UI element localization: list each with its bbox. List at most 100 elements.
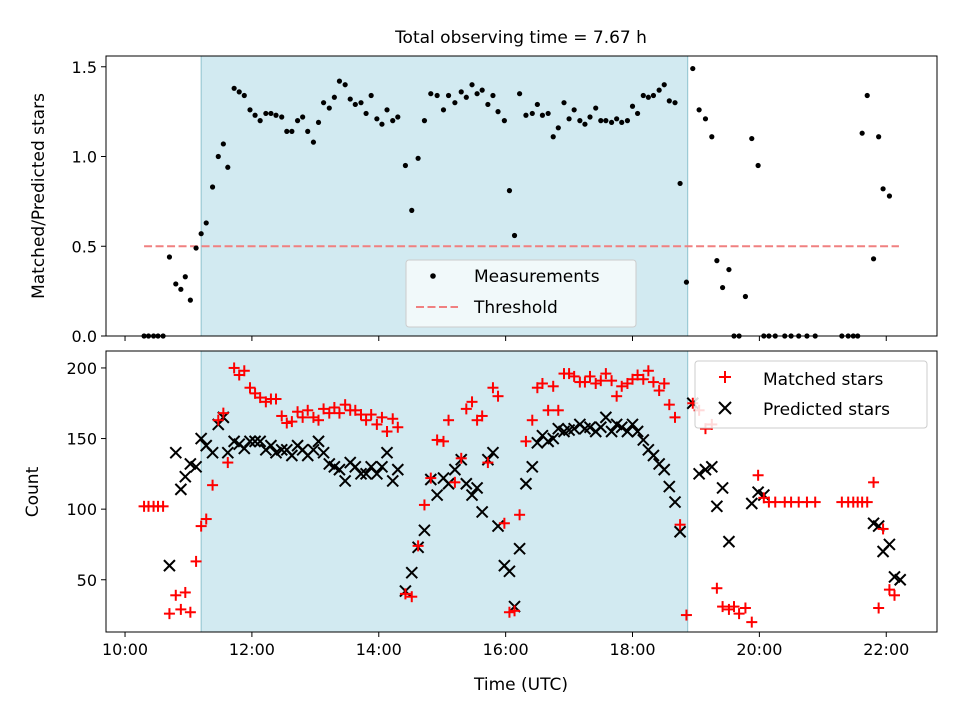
matched-star-point (663, 399, 675, 411)
predicted-star-point (194, 432, 208, 445)
matched-star-point (179, 586, 191, 598)
matched-star-point (412, 540, 424, 552)
predicted-star-point (405, 566, 418, 579)
predicted-star-point (692, 467, 706, 481)
matched-star-point (509, 605, 521, 617)
legend-measurements-marker (430, 273, 436, 279)
matched-star-point (455, 452, 467, 464)
measurement-point (374, 116, 380, 122)
predicted-star-point (375, 460, 389, 473)
predicted-star-point (179, 470, 192, 483)
measurement-point (363, 110, 369, 117)
measurement-point (289, 128, 295, 134)
x-tick-label: 10:00 (102, 640, 148, 659)
matched-star-point (466, 396, 478, 408)
measurement-point (709, 134, 715, 140)
top-x-ticks (124, 336, 887, 341)
matched-star-point (503, 606, 515, 618)
predicted-star-point (658, 463, 671, 476)
matched-star-point (606, 375, 618, 387)
matched-star-point (653, 385, 665, 397)
matched-star-point (381, 425, 393, 437)
measurement-point (634, 110, 641, 117)
measurement-point (666, 98, 672, 104)
measurement-point (331, 94, 337, 100)
predicted-star-point (547, 432, 560, 445)
predicted-star-point (673, 525, 687, 538)
measurement-point (368, 92, 374, 99)
matched-star-point (460, 403, 472, 415)
measurement-point (252, 112, 258, 118)
measurement-point (571, 107, 577, 113)
matched-star-point (339, 399, 351, 411)
measurement-point (608, 119, 615, 126)
measurement-point (182, 274, 188, 280)
matched-star-point (376, 411, 388, 423)
predicted-star-point (359, 467, 373, 481)
measurement-point (395, 114, 401, 120)
x-tick-label: 16:00 (483, 640, 529, 659)
measurement-points (141, 65, 893, 339)
bottom-y-ticks: 50 100 150 200 (66, 359, 106, 590)
measurement-point (755, 162, 761, 169)
bottom-axes-frame (105, 350, 938, 633)
matched-star-point (157, 500, 169, 512)
predicted-star-point (333, 463, 346, 476)
matched-star-point (883, 584, 895, 596)
measurement-point (485, 101, 491, 108)
matched-star-point (674, 519, 686, 531)
matched-star-point (418, 499, 430, 511)
measurement-point (598, 118, 604, 124)
measurement-point (661, 82, 667, 88)
predicted-star-point (248, 435, 262, 448)
measurement-point (452, 100, 458, 106)
bottom-x-ticks: 10:00 12:00 14:00 16:00 18:00 20:00 22:00 (102, 632, 909, 659)
top-y-axis-label: Matched/Predicted stars (29, 93, 49, 299)
matched-star-point (387, 413, 399, 425)
measurement-point (539, 112, 546, 118)
top-axes-frame (105, 55, 938, 337)
measurement-point (516, 91, 523, 97)
predicted-star-point (338, 474, 352, 488)
matched-star-point (647, 376, 659, 388)
measurement-point (225, 164, 231, 170)
matched-star-point (333, 407, 345, 419)
y-tick-label: 150 (66, 430, 97, 449)
matched-star-point (711, 582, 723, 594)
predicted-star-point (285, 449, 299, 462)
matched-star-point (861, 496, 873, 508)
predicted-star-point (503, 565, 516, 578)
matched-star-point (276, 410, 288, 422)
measurement-point (619, 119, 625, 126)
predicted-star-point (275, 443, 288, 457)
predicted-star-point (631, 425, 644, 438)
measurement-point (490, 92, 496, 99)
measurement-point (714, 258, 720, 264)
measurement-point (656, 87, 662, 93)
measurement-point (209, 184, 216, 190)
measurement-point (566, 116, 572, 122)
predicted-star-point (594, 421, 608, 434)
matched-star-point (244, 382, 256, 394)
predicted-star-point (312, 435, 325, 448)
measurement-point (593, 105, 599, 111)
matched-star-point (170, 589, 182, 601)
measurement-point (523, 112, 529, 118)
measurement-point (719, 284, 726, 291)
predicted-star-point (391, 463, 405, 476)
measurement-point (352, 101, 358, 108)
measurement-point (555, 125, 561, 131)
predicted-star-point (486, 446, 500, 459)
y-tick-label: 100 (66, 500, 97, 519)
predicted-star-point (745, 497, 758, 510)
predicted-star-point (583, 421, 597, 434)
measurement-point (864, 92, 870, 99)
predicted-star-point (475, 505, 489, 519)
bottom-legend: Matched stars Predicted stars (694, 360, 928, 429)
predicted-star-point (169, 446, 182, 459)
measurement-point (511, 232, 518, 239)
measurement-point (650, 92, 657, 99)
matched-star-point (746, 616, 758, 628)
matched-star-point (437, 435, 449, 447)
